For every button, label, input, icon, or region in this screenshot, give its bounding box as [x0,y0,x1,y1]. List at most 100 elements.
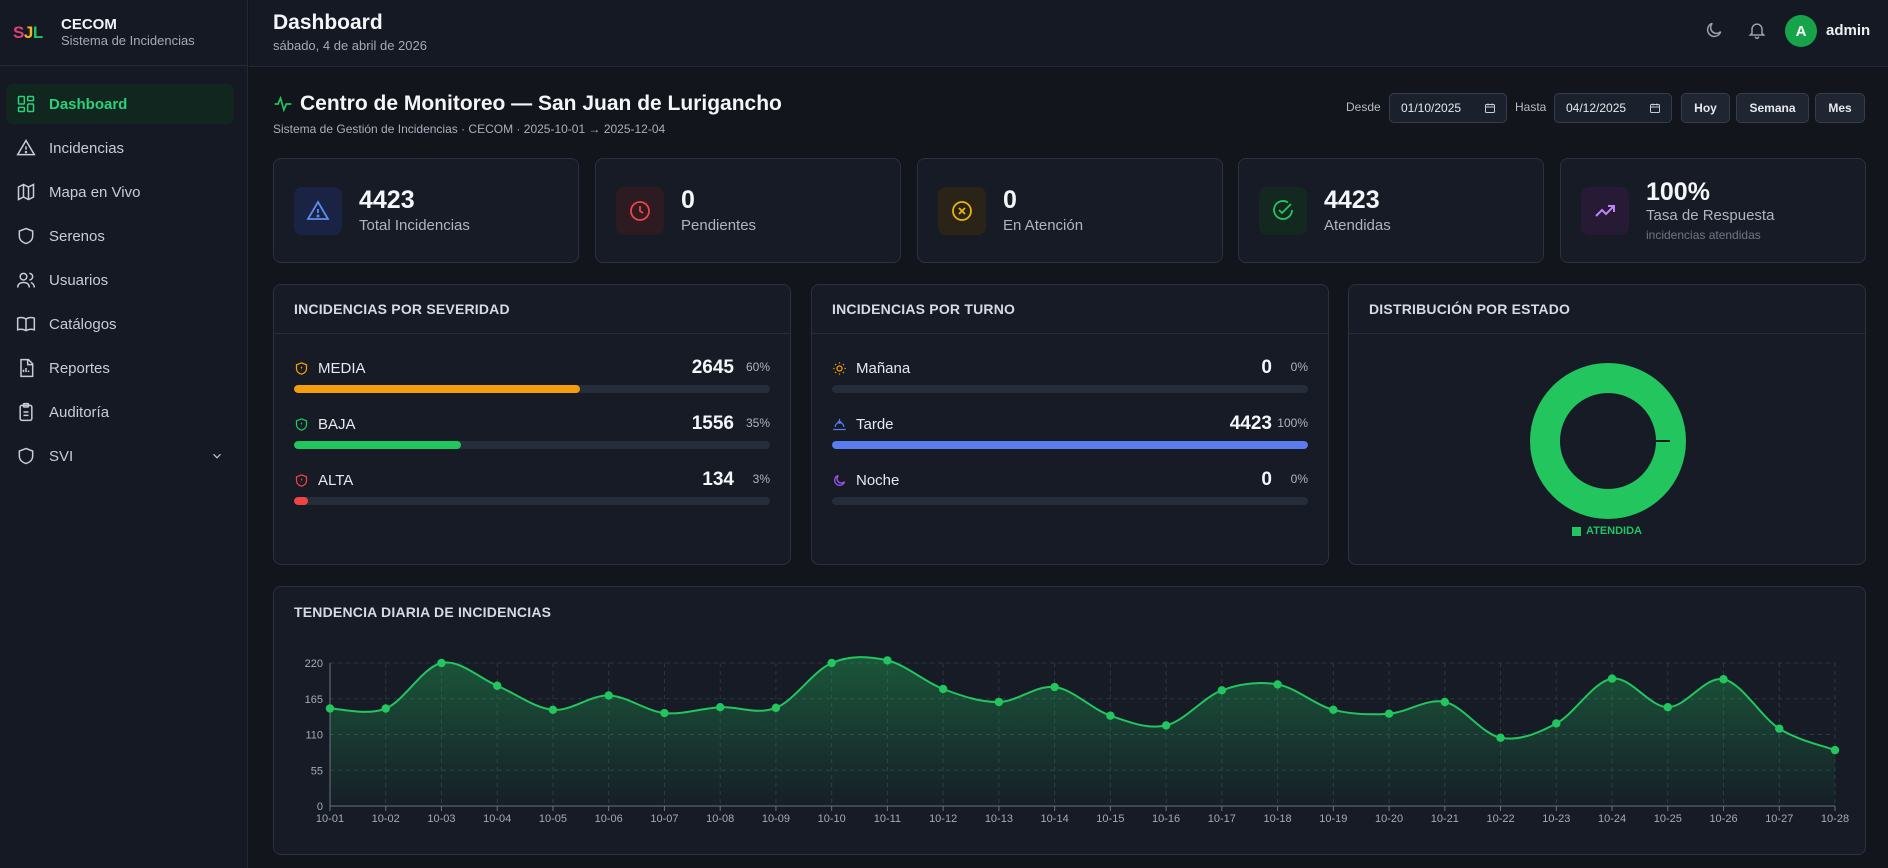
monitor-title: Centro de Monitoreo — San Juan de Luriga… [273,92,782,116]
sidebar-item-usuarios[interactable]: Usuarios [6,260,234,300]
trend-point [1329,705,1338,714]
user-name[interactable]: admin [1826,22,1871,39]
shift-row: Mañana 0 0% [832,357,1308,400]
sidebar-item-dashboard[interactable]: Dashboard [6,84,234,124]
stat-label: Total Incidencias [359,217,470,234]
brand[interactable]: SJL CECOM Sistema de Incidencias [0,0,247,66]
sidebar-item-label: Catálogos [49,315,117,333]
hasta-date-input[interactable]: 04/12/2025 [1554,93,1672,123]
x-tick-label: 10-23 [1542,813,1570,825]
y-tick-label: 165 [305,694,323,706]
trend-point [1384,709,1394,718]
sidebar-item-svi[interactable]: SVI [6,436,234,476]
moon-icon[interactable] [1704,20,1724,40]
stat-card-pendientes[interactable]: 0 Pendientes [595,158,901,263]
trend-point [1719,675,1728,684]
main-subtitle: Sistema de Gestión de Incidencias · CECO… [273,122,666,136]
shield-icon [18,227,34,245]
sidebar-item-serenos[interactable]: Serenos [6,216,234,256]
x-tick-label: 10-06 [595,813,623,825]
stat-note: incidencias atendidas [1646,228,1761,242]
stat-card-total[interactable]: 4423 Total Incidencias [273,158,579,263]
avatar[interactable]: A [1785,15,1817,47]
x-tick-label: 10-24 [1598,813,1626,825]
y-tick-label: 220 [305,658,323,670]
sidebar-item-auditoria[interactable]: Auditoría [6,392,234,432]
x-tick-label: 10-22 [1486,813,1514,825]
shift-value: 0 [1261,469,1272,490]
page-title: Dashboard [273,11,383,34]
sidebar-item-incidencias[interactable]: Incidencias [6,128,234,168]
report-icon [20,358,34,378]
severity-name: ALTA [294,472,353,489]
status-panel: DISTRIBUCIÓN POR ESTADO ATENDIDA [1348,284,1866,565]
stat-icon-bg [616,187,664,235]
donut-slice-atendida[interactable] [1530,363,1686,519]
stat-card-atendidas[interactable]: 4423 Atendidas [1238,158,1544,263]
progress-fill [294,497,309,505]
progress-track [294,385,770,393]
severity-row: BAJA 1556 35% [294,413,770,456]
mes-button[interactable]: Mes [1815,93,1865,123]
shift-pct: 0% [1290,360,1308,374]
trend-point [883,656,892,665]
chevron-down-icon[interactable] [210,449,224,463]
stat-icon-bg [938,187,986,235]
sidebar-item-reportes[interactable]: Reportes [6,348,234,388]
trend-point [1106,711,1115,720]
bell-icon[interactable] [1747,20,1767,40]
stat-value: 0 [1003,186,1017,214]
brand-subtitle: Sistema de Incidencias [61,33,195,48]
x-tick-label: 10-14 [1041,813,1069,825]
hoy-button[interactable]: Hoy [1681,93,1730,123]
trend-point [381,704,390,713]
stat-label: Tasa de Respuesta [1646,207,1775,224]
severity-value: 134 [702,469,734,490]
stat-card-en-atencion[interactable]: 0 En Atención [917,158,1223,263]
x-tick-label: 10-18 [1264,813,1292,825]
progress-fill [294,441,461,449]
trend-area [330,657,1835,806]
severity-name: BAJA [294,416,356,433]
x-tick-label: 10-20 [1375,813,1403,825]
x-tick-label: 10-17 [1208,813,1236,825]
desde-date-input[interactable]: 01/10/2025 [1389,93,1507,123]
shield-alert-icon [295,362,308,375]
sidebar-item-label: Serenos [49,227,105,245]
top-header: Dashboard sábado, 4 de abril de 2026 A a… [249,0,1888,67]
donut-chart[interactable] [1530,363,1686,519]
sun-icon [833,362,846,375]
x-tick-label: 10-27 [1765,813,1793,825]
x-tick-label: 10-04 [483,813,511,825]
trend-point [437,658,446,668]
trend-chart[interactable]: 0 55 110 165 220 10-01 10-02 10-03 10-04 10-05 10-… [274,587,1867,856]
shield-alert-icon [295,418,308,431]
calendar-icon[interactable] [1649,102,1661,114]
x-tick-label: 10-21 [1431,813,1459,825]
warning-icon [16,139,36,156]
shift-row: Tarde 4423 100% [832,413,1308,456]
sidebar-item-mapa[interactable]: Mapa en Vivo [6,172,234,212]
severity-pct: 35% [745,416,770,430]
semana-button[interactable]: Semana [1736,93,1809,123]
trend-point [1050,682,1059,692]
brand-title: CECOM [61,16,117,33]
x-tick-label: 10-19 [1319,813,1347,825]
sidebar-item-catalogos[interactable]: Catálogos [6,304,234,344]
x-tick-label: 10-15 [1096,813,1124,825]
x-tick-label: 10-28 [1821,813,1849,825]
sidebar-item-label: Auditoría [49,403,110,421]
severity-pct: 3% [752,472,770,486]
stat-card-tasa[interactable]: 100% Tasa de Respuesta incidencias atend… [1560,158,1866,263]
moon-icon [834,474,846,486]
x-tick-label: 10-09 [762,813,790,825]
severity-panel: INCIDENCIAS POR SEVERIDAD MEDIA 2645 60%… [273,284,791,565]
stat-icon-bg [1259,187,1307,235]
trend-point [1496,733,1505,742]
trend-point [1161,721,1171,730]
hasta-date-value: 04/12/2025 [1566,101,1627,115]
calendar-icon[interactable] [1484,102,1496,114]
status-panel-title: DISTRIBUCIÓN POR ESTADO [1349,285,1865,334]
stat-value: 4423 [1324,186,1380,214]
trend-point [660,708,669,718]
